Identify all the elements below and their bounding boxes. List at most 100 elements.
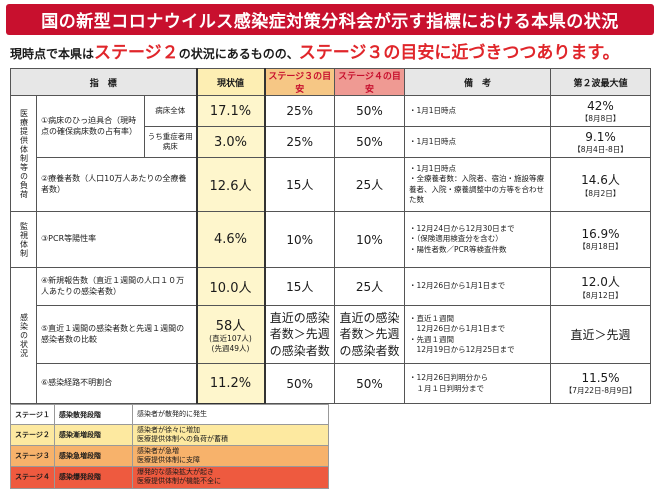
legend-row: ステージ３ 感染急増段階 感染者が急増 医療提供体制に支障 xyxy=(10,445,329,468)
stage4-value: 25人 xyxy=(334,157,405,212)
current-value: 12.6人 xyxy=(195,157,266,212)
stage3-value: 25% xyxy=(264,95,335,127)
current-value: 11.2% xyxy=(195,363,266,405)
peak-date: 【8月8日】 xyxy=(580,113,621,123)
peak-date: 【8月2日】 xyxy=(580,188,621,198)
table-row: 医療提供体制等の負荷 ①病床のひっ迫具合（現時点の確保病床数の占有率） 病床全体… xyxy=(10,95,651,212)
remark: ・直近１週間 12月26日から1月1日まで ・先週１週間 12月19日から12月… xyxy=(404,305,551,364)
peak-cell: 11.5% 【7月22日-8月9日】 xyxy=(550,363,651,404)
current-value: 10.0人 xyxy=(195,267,266,306)
legend-stage-name: 感染漸増段階 xyxy=(54,423,133,447)
row-label: ⑥感染経路不明割合 xyxy=(36,363,197,404)
peak-date: 【7月22日-8月9日】 xyxy=(564,386,637,395)
current-value: 58人 xyxy=(215,319,246,335)
peak-date: 【8月18日】 xyxy=(578,242,623,251)
peak-value: 直近＞先週 xyxy=(570,328,631,342)
row-label: ①病床のひっ迫具合（現時点の確保病床数の占有率） xyxy=(36,95,145,158)
remark: ・12月24日から12月30日まで ・（保険適用検査分を含む） ・陽性者数／PC… xyxy=(404,211,551,268)
stage4-value: 10% xyxy=(334,211,405,268)
header-stage3: ステージ３の目安 xyxy=(264,68,335,96)
current-value: 3.0% xyxy=(195,126,266,158)
legend-description: 感染者が散発的に発生 xyxy=(132,404,329,425)
summary-text-1: 現時点で本県は xyxy=(10,47,95,61)
stage-legend: ステージ１ 感染散発段階 感染者が散発的に発生 ステージ２ 感染漸増段階 感染者… xyxy=(10,404,329,489)
peak-value: 14.6人 xyxy=(581,172,620,187)
current-detail-recent: (直近107人) xyxy=(209,334,252,344)
remark: ・12月26日から1月1日まで xyxy=(404,267,551,306)
current-detail-previous: (先週49人) xyxy=(211,344,250,353)
peak-cell: 直近＞先週 xyxy=(550,305,651,364)
header-peak: 第２波最大値 xyxy=(550,68,651,96)
row-label: ③PCR等陽性率 xyxy=(36,211,197,268)
legend-stage: ステージ１ xyxy=(10,404,55,425)
category-infection: 感染の状況 xyxy=(10,267,37,404)
stage3-value: 15人 xyxy=(264,157,335,212)
category-monitoring: 監視体制 xyxy=(10,211,37,268)
peak-value: 12.0人 xyxy=(581,274,620,289)
legend-stage: ステージ３ xyxy=(10,445,55,468)
stage4-value: 50% xyxy=(334,126,405,158)
table-row: ⑥感染経路不明割合 11.2% 50% 50% ・12月26日判明分から １月１… xyxy=(11,363,651,405)
page-title-banner: 国の新型コロナウイルス感染症対策分科会が示す指標における本県の状況 xyxy=(6,4,654,35)
stage4-value: 50% xyxy=(334,363,405,404)
table-row: ⑤直近１週間の感染者数と先週１週間の感染者数の比較 58人 (直近107人) (… xyxy=(11,305,651,364)
header-current: 現状値 xyxy=(195,68,266,96)
row-label: ②療養者数（人口10万人あたりの全療養者数） xyxy=(36,157,197,212)
row-label: ④新規報告数（直近１週間の人口１０万人あたりの感染者数） xyxy=(36,267,197,306)
remark: ・12月26日判明分から １月１日判明分まで xyxy=(404,363,551,404)
legend-description: 感染者が徐々に増加 医療提供体制への負荷が蓄積 xyxy=(132,423,329,447)
legend-stage: ステージ４ xyxy=(10,466,55,489)
table-row: 感染の状況 ④新規報告数（直近１週間の人口１０万人あたりの感染者数） 10.0人… xyxy=(10,267,651,404)
legend-stage-name: 感染爆発段階 xyxy=(54,466,133,489)
remark: ・1月1日時点 xyxy=(404,126,551,158)
peak-cell: 16.9% 【8月18日】 xyxy=(550,211,651,268)
stage3-value: 10% xyxy=(264,211,335,268)
row-sublabel: 病床全体 xyxy=(144,95,197,127)
table-row: 監視体制 ③PCR等陽性率 4.6% 10% 10% ・12月24日から12月3… xyxy=(10,211,651,268)
page-title: 国の新型コロナウイルス感染症対策分科会が示す指標における本県の状況 xyxy=(41,12,619,32)
stage4-value: 直近の感染者数＞先週の感染者数 xyxy=(334,305,405,364)
legend-row: ステージ１ 感染散発段階 感染者が散発的に発生 xyxy=(10,404,329,425)
table-row: うち重症者用病床 3.0% 25% 50% ・1月1日時点 9.1% 【8月4日… xyxy=(11,126,651,158)
legend-row: ステージ４ 感染爆発段階 爆発的な感染拡大が起き 医療提供体制が機能不全に xyxy=(10,466,329,489)
header-remarks: 備 考 xyxy=(404,68,551,96)
legend-description: 爆発的な感染拡大が起き 医療提供体制が機能不全に xyxy=(132,466,329,489)
stage3-value: 50% xyxy=(264,363,335,404)
current-value: 4.6% xyxy=(195,211,266,268)
legend-description: 感染者が急増 医療提供体制に支障 xyxy=(132,445,329,468)
stage4-value: 50% xyxy=(334,95,405,127)
header-indicator: 指 標 xyxy=(10,68,197,96)
summary-stage3: ステージ３の目安に近づきつつあります。 xyxy=(298,43,620,63)
category-infection-label: 感染の状況 xyxy=(19,313,29,358)
legend-stage: ステージ２ xyxy=(10,423,55,447)
header-stage4: ステージ４の目安 xyxy=(334,68,405,96)
summary-stage2: ステージ２ xyxy=(94,43,179,63)
current-value: 17.1% xyxy=(195,95,266,127)
summary-text-2: の状況にあるものの、 xyxy=(178,47,299,61)
stage3-value: 直近の感染者数＞先週の感染者数 xyxy=(264,305,335,364)
peak-cell: 14.6人 【8月2日】 xyxy=(550,157,651,212)
legend-stage-name: 感染散発段階 xyxy=(54,404,133,425)
peak-value: 42% xyxy=(587,98,614,113)
category-monitoring-label: 監視体制 xyxy=(19,221,29,258)
row-sublabel: うち重症者用病床 xyxy=(144,126,197,158)
table-row: ②療養者数（人口10万人あたりの全療養者数） 12.6人 15人 25人 ・1月… xyxy=(11,157,651,212)
remark: ・1月1日時点 ・全療養者数：入院者、宿泊・施設等療養者、入院・療養調整中の方等… xyxy=(404,157,551,212)
category-medical: 医療提供体制等の負荷 xyxy=(10,95,37,212)
peak-date: 【8月4日-8日】 xyxy=(573,144,628,154)
legend-stage-name: 感染急増段階 xyxy=(54,445,133,468)
peak-cell: 9.1% 【8月4日-8日】 xyxy=(550,126,651,158)
peak-value: 9.1% xyxy=(585,129,616,144)
row-label: ⑤直近１週間の感染者数と先週１週間の感染者数の比較 xyxy=(36,305,197,364)
current-value-cell: 58人 (直近107人) (先週49人) xyxy=(195,305,266,364)
peak-cell: 12.0人 【8月12日】 xyxy=(550,267,651,306)
peak-value: 16.9% xyxy=(581,227,620,241)
table-header-row: 指 標 現状値 ステージ３の目安 ステージ４の目安 備 考 第２波最大値 xyxy=(10,68,651,96)
stage4-value: 25人 xyxy=(334,267,405,306)
stage3-value: 25% xyxy=(264,126,335,158)
peak-date: 【8月12日】 xyxy=(578,290,623,300)
peak-cell: 42% 【8月8日】 xyxy=(550,95,651,127)
category-medical-label: 医療提供体制等の負荷 xyxy=(19,108,29,199)
indicator-table: 指 標 現状値 ステージ３の目安 ステージ４の目安 備 考 第２波最大値 医療提… xyxy=(10,68,651,405)
remark: ・1月1日時点 xyxy=(404,95,551,127)
